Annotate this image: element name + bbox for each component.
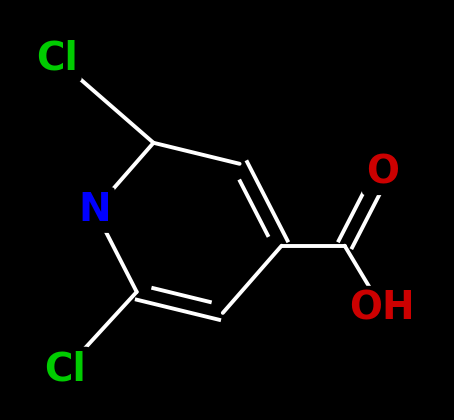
Text: Cl: Cl: [36, 40, 78, 78]
Text: N: N: [79, 191, 111, 229]
Text: O: O: [366, 153, 399, 191]
Text: Cl: Cl: [44, 351, 86, 388]
Text: OH: OH: [350, 290, 415, 328]
